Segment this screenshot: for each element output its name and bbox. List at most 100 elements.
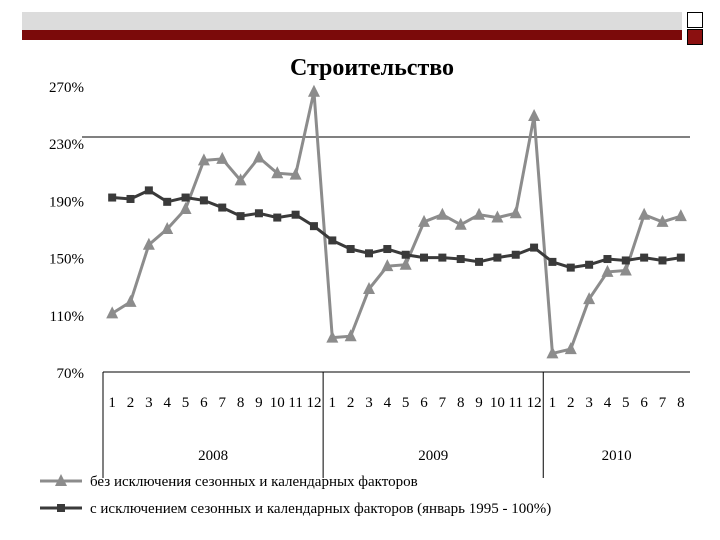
x-year-label: 2008	[198, 448, 228, 464]
data-point-triangle	[381, 259, 394, 272]
x-month-label: 12	[527, 395, 542, 411]
data-point-triangle	[106, 306, 119, 319]
y-tick-label: 190%	[49, 194, 84, 210]
data-point-triangle	[362, 282, 375, 295]
data-point-triangle	[124, 294, 137, 307]
data-point-triangle	[509, 206, 522, 219]
data-point-triangle	[583, 292, 596, 305]
data-point-square	[658, 256, 667, 265]
data-point-triangle	[619, 263, 632, 276]
x-month-label: 6	[640, 395, 648, 411]
data-point-square	[236, 212, 245, 221]
data-point-square	[199, 196, 208, 205]
x-month-label: 1	[329, 395, 337, 411]
data-point-square	[603, 255, 612, 264]
data-point-square	[621, 256, 630, 265]
data-point-triangle	[528, 109, 541, 122]
data-point-square	[640, 253, 649, 262]
x-month-label: 10	[490, 395, 505, 411]
x-month-label: 2	[567, 395, 575, 411]
x-month-label: 2	[347, 395, 355, 411]
x-month-label: 11	[509, 395, 523, 411]
plot-area	[106, 84, 687, 359]
x-month-label: 10	[270, 395, 285, 411]
series-2	[108, 186, 685, 272]
data-point-square	[126, 194, 135, 203]
chart-title: Строительство	[290, 55, 454, 81]
x-axis: 1 2 3 4 5 6 7 8 9 10 11 12 1 2 3 4 5 6 7 8 9 10 11 12 1 2 3 4 5 6 7 820…	[102, 371, 690, 478]
data-point-square	[328, 236, 337, 245]
legend-marker-triangle	[55, 474, 67, 486]
series-1	[106, 84, 687, 359]
data-point-triangle	[344, 329, 357, 342]
data-point-triangle	[601, 264, 614, 277]
corner-square-white	[687, 12, 703, 28]
data-point-triangle	[326, 330, 339, 343]
legend: без исключения сезонных и календарных фа…	[40, 474, 551, 517]
y-axis: 70% 110% 150% 190% 230% 270%	[49, 80, 84, 382]
x-month-label: 1	[549, 395, 557, 411]
data-point-square	[273, 213, 282, 222]
data-point-triangle	[638, 207, 651, 220]
legend-label: с исключением сезонных и календарных фак…	[90, 501, 551, 517]
x-month-label: 7	[659, 395, 667, 411]
data-point-triangle	[271, 166, 284, 179]
data-point-triangle	[564, 342, 577, 355]
data-point-triangle	[289, 167, 302, 180]
data-point-square	[676, 253, 685, 262]
data-point-square	[108, 193, 117, 202]
x-month-label: 9	[255, 395, 263, 411]
data-point-square	[530, 243, 539, 252]
data-point-square	[420, 253, 429, 262]
y-tick-label: 230%	[49, 137, 84, 153]
x-month-label: 3	[585, 395, 593, 411]
x-month-label: 4	[163, 395, 171, 411]
data-point-triangle	[399, 257, 412, 270]
data-point-square	[144, 186, 153, 195]
data-point-square	[218, 203, 227, 212]
data-point-square	[493, 253, 502, 262]
data-point-square	[548, 257, 557, 266]
y-tick-label: 270%	[49, 80, 84, 96]
x-month-label: 9	[475, 395, 483, 411]
x-month-label: 5	[402, 395, 410, 411]
header-band-dark	[22, 30, 682, 40]
series-line	[112, 188, 682, 270]
legend-label: без исключения сезонных и календарных фа…	[90, 474, 418, 490]
data-point-square	[254, 209, 263, 218]
data-point-square	[401, 250, 410, 259]
x-month-label: 7	[439, 395, 447, 411]
data-point-square	[291, 210, 300, 219]
y-tick-label: 70%	[57, 366, 85, 382]
data-point-triangle	[674, 209, 687, 222]
data-point-square	[456, 255, 465, 264]
x-month-label: 6	[420, 395, 428, 411]
header-band-light	[22, 12, 682, 30]
x-month-label: 4	[604, 395, 612, 411]
data-point-triangle	[142, 237, 155, 250]
x-month-label: 8	[457, 395, 465, 411]
data-point-triangle	[161, 222, 174, 234]
data-point-square	[438, 253, 447, 262]
x-month-label: 6	[200, 395, 208, 411]
x-month-label: 11	[288, 395, 302, 411]
x-month-label: 12	[306, 395, 321, 411]
x-month-label: 8	[677, 395, 685, 411]
x-month-label: 4	[384, 395, 392, 411]
data-point-square	[309, 222, 318, 231]
data-point-triangle	[546, 346, 559, 359]
data-point-square	[163, 197, 172, 206]
y-tick-label: 110%	[50, 309, 84, 325]
data-point-triangle	[491, 210, 504, 223]
x-month-label: 3	[365, 395, 373, 411]
data-point-triangle	[473, 207, 486, 220]
data-point-square	[511, 250, 520, 259]
data-point-square	[585, 260, 594, 269]
data-point-triangle	[252, 150, 265, 163]
data-point-triangle	[454, 217, 467, 230]
data-point-square	[383, 245, 392, 254]
data-point-triangle	[234, 173, 247, 186]
data-point-triangle	[436, 207, 449, 220]
legend-marker-square	[57, 504, 65, 512]
